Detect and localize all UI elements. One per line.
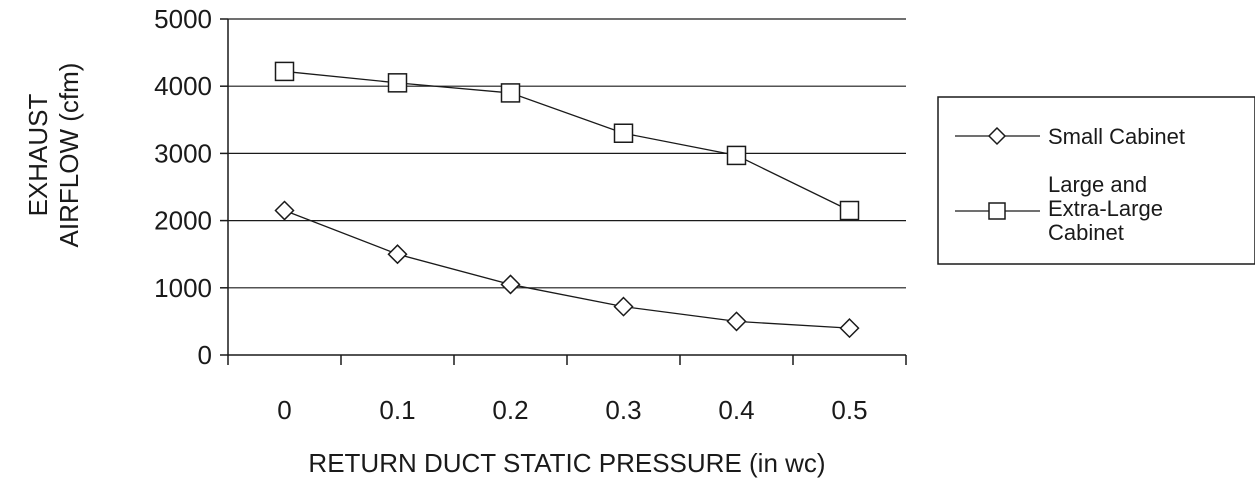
square-marker: [274, 61, 295, 82]
legend-label-line: Small Cabinet: [1048, 124, 1185, 149]
square-marker: [387, 73, 408, 93]
y-axis-title: EXHAUSTAIRFLOW (cfm): [23, 63, 84, 248]
data-series: [274, 61, 860, 339]
diamond-marker: [726, 311, 747, 332]
series-line: [284, 209, 850, 329]
legend-label: Large and Extra-Large Cabinet: [1048, 172, 1163, 245]
diamond-marker: [613, 296, 634, 317]
square-marker: [726, 145, 747, 166]
legend-label-line: Large and: [1048, 172, 1147, 197]
legend-label-line: Cabinet: [1048, 220, 1124, 245]
legend-item: Large and Extra-Large Cabinet: [955, 172, 1163, 245]
x-tick-label: 0.3: [605, 395, 641, 425]
y-axis-title-line: AIRFLOW (cfm): [54, 63, 84, 248]
square-marker: [500, 83, 521, 103]
x-tick-label: 0: [277, 395, 291, 425]
x-tick-label: 0.5: [831, 395, 867, 425]
series-large-cabinet: [274, 61, 860, 221]
diamond-marker: [274, 200, 295, 221]
y-tick-label: 1000: [154, 273, 212, 303]
legend-box: [937, 96, 1255, 265]
x-tick-label: 0.1: [379, 395, 415, 425]
x-axis-title: RETURN DUCT STATIC PRESSURE (in wc): [308, 448, 825, 478]
series-line: [284, 70, 850, 212]
diamond-marker: [839, 318, 860, 339]
diamond-marker: [500, 274, 521, 295]
diamond-marker: [387, 244, 408, 265]
legend-label: Small Cabinet: [1048, 124, 1185, 149]
y-tick-label: 5000: [154, 4, 212, 34]
diamond-marker: [987, 126, 1007, 146]
axes: [220, 18, 907, 365]
legend-item: Small Cabinet: [955, 124, 1185, 149]
gridlines: [228, 18, 906, 289]
y-axis-title-line: EXHAUST: [23, 93, 53, 216]
legend-label-line: Extra-Large: [1048, 196, 1163, 221]
y-tick-label: 0: [198, 340, 212, 370]
x-tick-label: 0.4: [718, 395, 754, 425]
x-tick-label: 0.2: [492, 395, 528, 425]
y-tick-label: 4000: [154, 71, 212, 101]
square-marker: [839, 200, 860, 221]
x-axis-tick-labels: 0 0.1 0.2 0.3 0.4 0.5: [277, 395, 867, 425]
square-marker: [988, 202, 1006, 220]
legend: Small Cabinet Large and Extra-Large Cabinet: [937, 96, 1255, 265]
series-small-cabinet: [274, 200, 860, 339]
square-marker: [613, 123, 634, 143]
y-tick-label: 2000: [154, 206, 212, 236]
y-tick-label: 3000: [154, 138, 212, 168]
y-axis-tick-labels: 0 1000 2000 3000 4000 5000: [154, 4, 212, 370]
